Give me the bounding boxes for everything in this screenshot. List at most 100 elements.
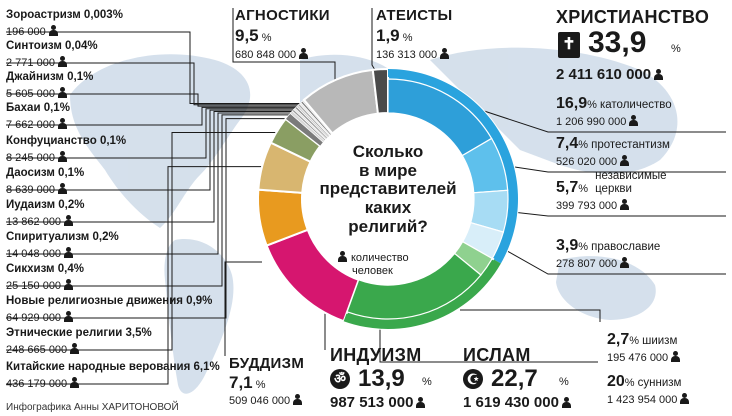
- small-value: 2 771 000: [6, 55, 98, 69]
- sub-pct-row: 7,4% протестантизм: [556, 136, 670, 152]
- title-line: представителей: [319, 179, 457, 199]
- person-icon: [70, 342, 80, 354]
- leader-lines: [6, 8, 726, 385]
- small-name: Бахаи 0,1%: [6, 102, 70, 114]
- sub-name: православие: [591, 241, 661, 253]
- label-islam-sub-1: 20% суннизм 1 423 954 000: [607, 373, 690, 406]
- person-icon: [299, 48, 309, 59]
- person-icon: [620, 257, 630, 268]
- small-value: 13 862 000: [6, 214, 84, 228]
- small-label-bahai: Бахаи 0,1% 7 662 000: [6, 102, 70, 131]
- pct-sign: %: [578, 139, 592, 151]
- pct-value: 33,9: [588, 26, 647, 59]
- religion-value: 1 619 430 000: [463, 395, 571, 410]
- pct-sign: %: [422, 376, 432, 388]
- pct-sign: %: [624, 377, 638, 389]
- pct-sign: %: [629, 335, 643, 347]
- small-name: Джайнизм 0,1%: [6, 71, 94, 83]
- leader-confucian: [6, 108, 301, 159]
- small-name: Зороастризм 0,003%: [6, 9, 123, 21]
- title-line: религий?: [348, 216, 428, 236]
- leader-ethnic: [6, 132, 281, 351]
- small-name: Иудаизм 0,2%: [6, 199, 85, 211]
- person-icon: [57, 55, 67, 67]
- small-label-judaism: Иудаизм 0,2% 13 862 000: [6, 199, 85, 228]
- person-icon: [57, 86, 67, 98]
- small-label-chinese: Китайские народные верования 6,1% 436 179…: [6, 361, 220, 390]
- title-line: каких: [364, 198, 412, 218]
- pct-sign: %: [258, 32, 272, 44]
- sub-value: 526 020 000: [556, 155, 670, 168]
- person-icon: [70, 376, 80, 388]
- small-name: Новые религиозные движения 0,9%: [6, 295, 213, 307]
- religion-name: БУДДИЗМ: [229, 355, 305, 372]
- small-value: 5 605 000: [6, 86, 93, 100]
- religion-value: 2 411 610 000: [556, 67, 709, 82]
- label-atheists: АТЕИСТЫ 1,9 % 136 313 000: [376, 8, 452, 61]
- title-line: в мире: [358, 160, 418, 180]
- person-icon: [654, 69, 664, 80]
- religion-name: АТЕИСТЫ: [376, 7, 453, 24]
- leader-christian-sub-1: [498, 164, 726, 173]
- leader-spirit: [6, 112, 296, 255]
- chart-title: Сколько в мире представителей каких рели…: [300, 142, 476, 236]
- sub-value: 1 423 954 000: [607, 393, 690, 406]
- leader-nrm: [6, 118, 291, 319]
- title-line: Сколько: [352, 142, 424, 161]
- small-label-taoism: Даосизм 0,1% 8 639 000: [6, 167, 84, 196]
- religion-value: 509 046 000: [229, 394, 304, 407]
- leader-chinese: [6, 166, 267, 385]
- leader-buddhism: [224, 261, 262, 356]
- pct-value: 7,1: [229, 373, 253, 392]
- outer-band-christianity: [388, 69, 518, 264]
- leader-sikh: [6, 114, 295, 287]
- pct-value: 3,9: [556, 237, 579, 254]
- person-icon: [338, 251, 347, 262]
- person-icon: [57, 117, 67, 129]
- pct-value: 2,7: [607, 331, 630, 348]
- pct-value: 20: [607, 373, 625, 390]
- pct-sign: %: [587, 99, 600, 111]
- pct-sign: %: [399, 32, 413, 44]
- credit-text: Инфографика Анны ХАРИТОНОВОЙ: [6, 402, 179, 413]
- pct-sign: %: [578, 183, 592, 195]
- leader-islam-sub-0: [460, 309, 601, 322]
- leader-bahai: [6, 106, 302, 126]
- small-name: Сикхизм 0,4%: [6, 263, 84, 275]
- small-value: 8 245 000: [6, 150, 126, 164]
- small-name: Спиритуализм 0,2%: [6, 231, 119, 243]
- religion-pct: 7,1 %: [229, 374, 304, 392]
- religion-pct: ॐ 13,9%: [330, 367, 432, 393]
- religion-pct: ☪ 22,7%: [463, 367, 571, 393]
- person-icon: [680, 393, 690, 404]
- sub-name-line: церкви: [595, 182, 632, 195]
- pct-value: 22,7: [491, 365, 538, 392]
- label-christian-sub-0: 16,9% католичество 1 206 990 000: [556, 96, 672, 128]
- person-icon: [561, 397, 571, 408]
- label-hinduism: ИНДУИЗМ ॐ 13,9% 987 513 000: [330, 346, 432, 410]
- sub-value: 1 206 990 000: [556, 115, 672, 128]
- leader-taoism: [6, 109, 299, 191]
- religion-pct: 9,5 %: [235, 27, 330, 45]
- pct-value: 5,7: [556, 179, 579, 196]
- religion-name: АГНОСТИКИ: [235, 7, 330, 24]
- sub-value: 399 793 000: [556, 199, 667, 212]
- asia-shape: [430, 47, 678, 174]
- person-icon: [64, 246, 74, 258]
- small-name: Синтоизм 0,04%: [6, 40, 98, 52]
- leader-zoro: [6, 31, 306, 104]
- leader-agnostics: [232, 8, 336, 85]
- small-value: 248 665 000: [6, 342, 152, 356]
- person-icon: [64, 278, 74, 290]
- small-value: 64 929 000: [6, 310, 212, 324]
- pct-sign: %: [559, 376, 569, 388]
- small-value: 25 150 000: [6, 278, 84, 292]
- person-icon: [48, 24, 58, 36]
- small-value: 8 639 000: [6, 182, 84, 196]
- pct-value: 7,4: [556, 135, 579, 152]
- person-icon: [620, 199, 630, 210]
- label-christian-sub-2: 5,7% независимые церкви 399 793 000: [556, 170, 667, 212]
- sub-pct-row: 3,9% православие: [556, 238, 660, 254]
- crescent-star-icon: ☪: [463, 369, 483, 389]
